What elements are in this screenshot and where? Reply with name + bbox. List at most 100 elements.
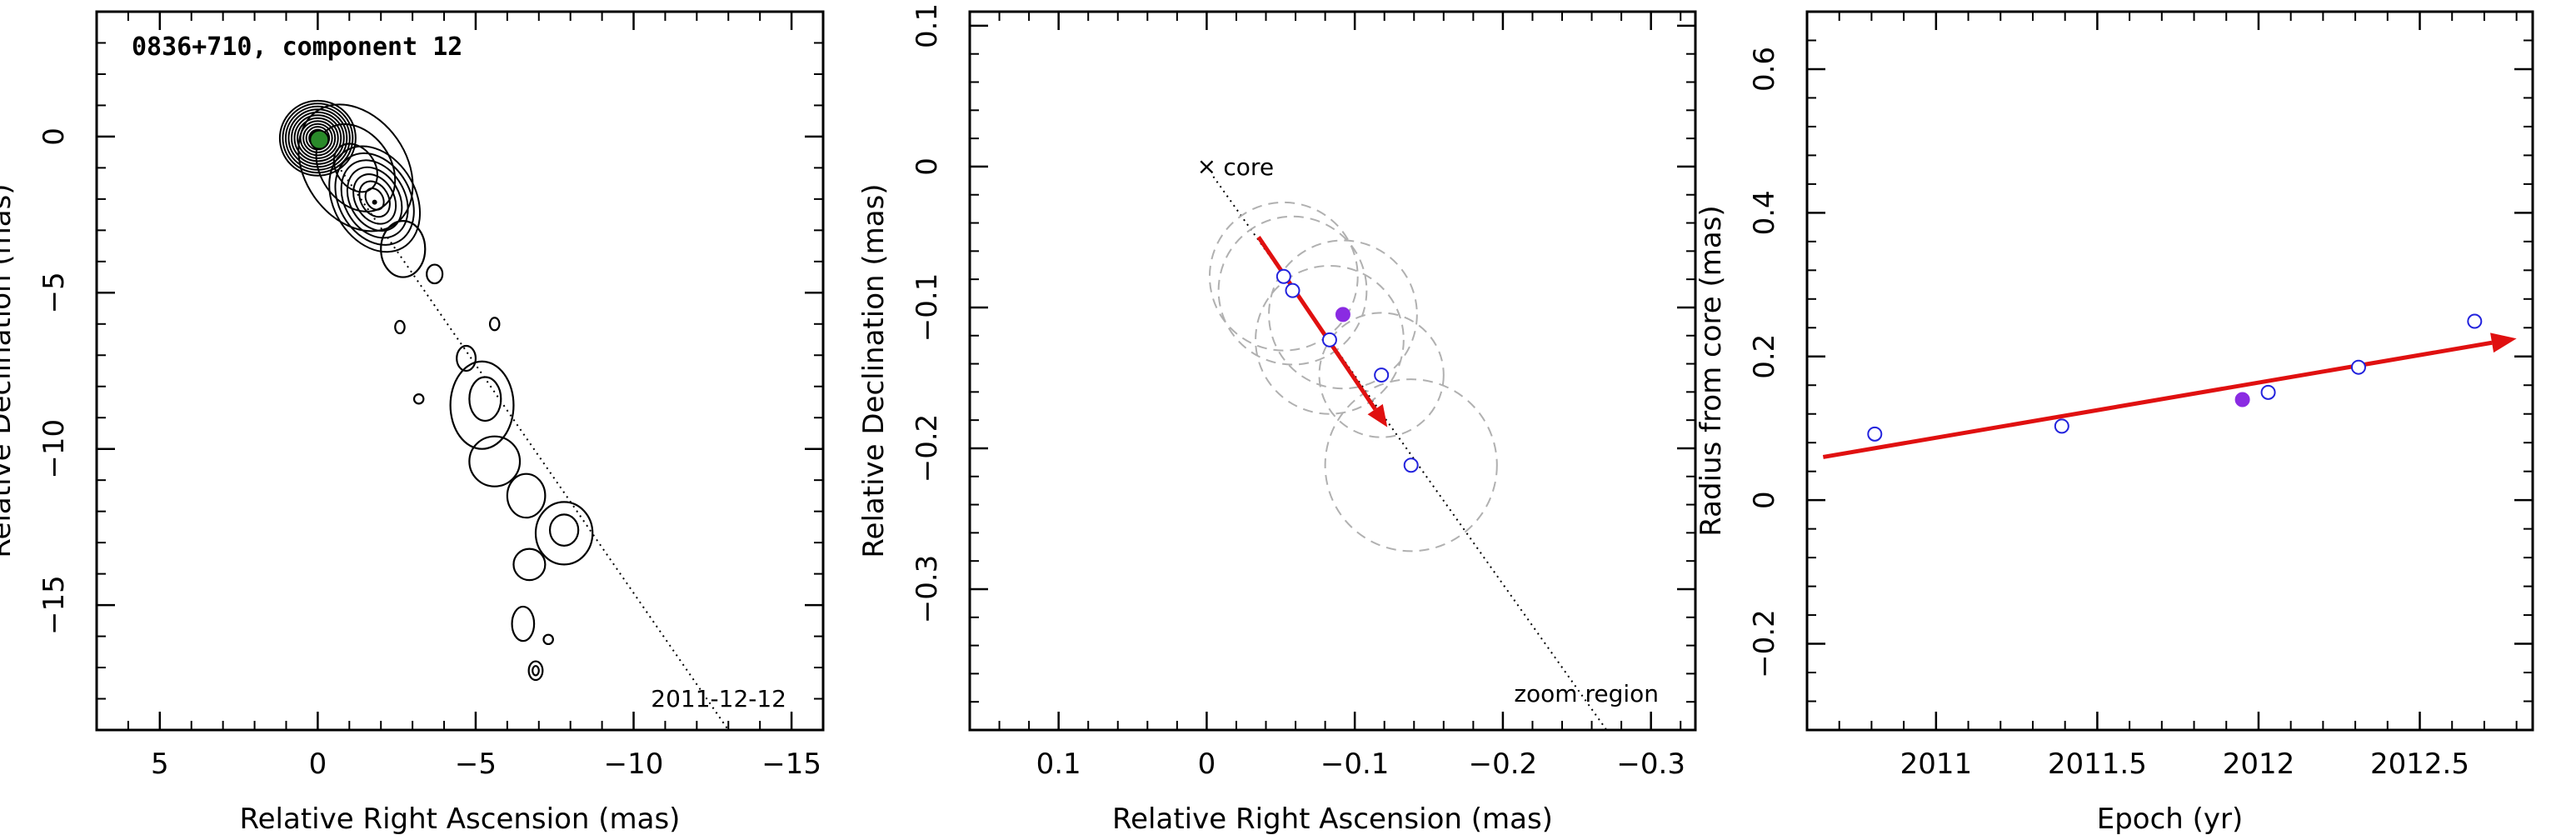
contour-line [352, 173, 397, 225]
y-tick-label: 0 [1748, 491, 1781, 509]
contour-blob [527, 660, 544, 682]
panel-title: 0836+710, component 12 [132, 32, 462, 62]
peak-knot [372, 199, 377, 205]
core-marker: × [1197, 152, 1216, 180]
contour-line [334, 152, 415, 246]
y-tick-label: −0.2 [1748, 609, 1781, 678]
y-tick-label: 0 [911, 158, 944, 176]
y-tick-label: −0.3 [911, 555, 944, 624]
x-tick-label: 2012.5 [2370, 748, 2469, 781]
y-axis-title: Relative Declination (mas) [857, 183, 891, 558]
y-tick-label: 0.2 [1748, 334, 1781, 379]
contour-blob [542, 633, 554, 646]
component-size-circle [1268, 239, 1418, 390]
epoch-label: 2011-12-12 [651, 685, 786, 712]
contour-panel: 5 0 −5 −10 −15 0 −5 −10 −15 Relative Right Ascens… [0, 10, 825, 836]
contour-blob [426, 263, 444, 285]
data-point [2054, 418, 2069, 434]
contour-line [346, 166, 403, 232]
contour-blob [394, 319, 406, 335]
y-tick-label: 0 [37, 128, 71, 146]
contour-blob-inner [548, 513, 580, 547]
data-point [2260, 384, 2276, 400]
position-marker [1403, 458, 1419, 473]
component-size-circle [1324, 378, 1498, 552]
component-size-circle [1217, 215, 1368, 366]
y-tick-label: −0.2 [911, 414, 944, 483]
x-tick-label: −0.2 [1469, 748, 1538, 781]
y-tick-label: 0.1 [911, 3, 944, 48]
filled-position-marker [1335, 307, 1350, 322]
contour-line [293, 114, 342, 162]
x-tick-label: 5 [151, 748, 169, 781]
contour-line [358, 180, 391, 218]
x-axis-title: Epoch (yr) [2097, 802, 2244, 836]
contour-blob [506, 472, 547, 519]
x-tick-label: −0.3 [1616, 748, 1685, 781]
x-tick-label: −5 [455, 748, 497, 781]
x-tick-label: −0.1 [1320, 748, 1390, 781]
contour-line [278, 99, 357, 177]
position-marker [1321, 332, 1337, 348]
contour-line [302, 122, 333, 153]
zoom-area: × core [1197, 152, 1608, 730]
fit-arrowhead [2490, 332, 2517, 353]
filled-data-point [2234, 392, 2250, 408]
contour-line [282, 102, 354, 174]
contour-blob [456, 344, 477, 372]
contour-blob-inner [532, 665, 540, 677]
x-tick-label: 2012 [2223, 748, 2295, 781]
y-tick-label: 0.6 [1748, 47, 1781, 92]
component-size-circle [1255, 264, 1405, 415]
contour-blob [488, 317, 501, 332]
contour-area [278, 99, 730, 730]
y-axis-title: Radius from core (mas) [1695, 205, 1728, 536]
contour-line [297, 117, 339, 159]
y-tick-label: −15 [37, 575, 71, 635]
position-marker [1285, 282, 1300, 298]
zoom-region-label: zoom region [1514, 680, 1659, 708]
core-component [309, 129, 330, 150]
position-marker [1276, 268, 1291, 284]
component-size-circle [1208, 201, 1359, 352]
component-size-circle [1318, 312, 1445, 438]
plot-frame [1805, 10, 2534, 732]
contour-blob [380, 220, 427, 278]
data-point [2350, 359, 2366, 375]
jet-axis-line [317, 136, 730, 730]
velocity-vector [1256, 236, 1377, 411]
radius-epoch-panel: 2011 2011.5 2012 2012.5 0.6 0.4 0.2 0 −0.2 Epoch … [1695, 10, 2534, 836]
x-tick-label: 0 [1198, 748, 1216, 781]
y-tick-label: −0.1 [911, 273, 944, 342]
plot-frame [95, 10, 825, 732]
y-axis-title: Relative Declination (mas) [0, 183, 17, 558]
jet-axis-line [1212, 176, 1608, 730]
contour-line [328, 145, 422, 253]
contour-blob [512, 548, 547, 582]
contour-line [340, 159, 409, 239]
contour-line [315, 122, 397, 212]
x-tick-label: −10 [604, 748, 664, 781]
contour-blob [468, 435, 522, 488]
x-tick-label: 0.1 [1036, 748, 1081, 781]
y-tick-label: −5 [37, 272, 71, 313]
contour-blob [412, 393, 425, 405]
x-tick-label: 0 [309, 748, 327, 781]
y-tick-label: 0.4 [1748, 190, 1781, 235]
plot-frame [968, 10, 1697, 732]
x-axis-title: Relative Right Ascension (mas) [240, 802, 681, 836]
contour-line [297, 103, 414, 232]
zoom-panel: × core 0.1 0 −0.1 −0.2 −0.3 0.1 0 −0.1 −0.2 −0.3 Rel… [857, 3, 1697, 836]
fit-line [1822, 340, 2493, 459]
velocity-arrowhead [1367, 403, 1388, 428]
contour-line [332, 142, 378, 193]
x-tick-label: 2011.5 [2048, 748, 2147, 781]
position-marker [1374, 368, 1390, 383]
x-axis-title: Relative Right Ascension (mas) [1112, 802, 1553, 836]
data-point [2467, 313, 2483, 329]
data-point [1867, 426, 1883, 442]
y-tick-label: −10 [37, 419, 71, 479]
core-label: core [1223, 153, 1274, 181]
contour-blob-inner [468, 376, 502, 422]
